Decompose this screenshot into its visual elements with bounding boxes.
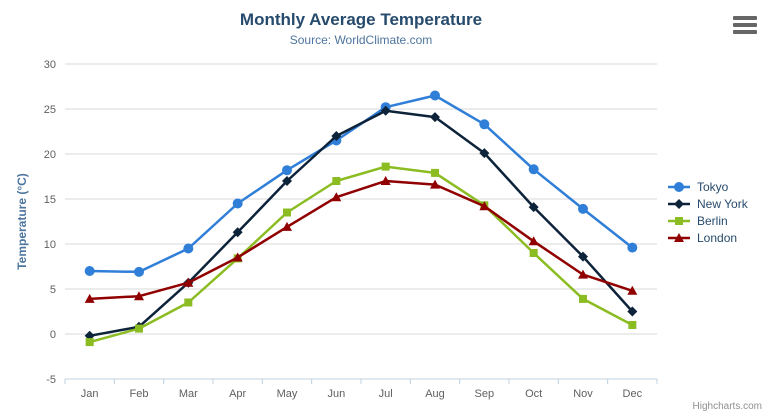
legend-item-london[interactable]: London (668, 230, 748, 245)
series-line-berlin (88, 165, 634, 344)
x-axis-tick-label: Dec (623, 388, 643, 400)
data-point-new-york[interactable] (430, 112, 440, 123)
x-axis-tick-label: Oct (525, 388, 542, 400)
data-point-london[interactable] (380, 176, 391, 185)
data-point-tokyo[interactable] (627, 242, 638, 253)
legend-label: Tokyo (697, 179, 729, 194)
legend-symbol-triangle-icon (668, 232, 690, 242)
series-london (84, 176, 638, 303)
legend-item-berlin[interactable]: Berlin (668, 213, 748, 228)
data-point-london[interactable] (578, 269, 588, 279)
data-point-london[interactable] (627, 285, 638, 295)
legend-label: London (697, 230, 738, 245)
x-axis-tick-label: May (277, 388, 298, 400)
data-point-tokyo[interactable] (430, 90, 440, 101)
chart-context-menu-button[interactable] (733, 16, 757, 34)
data-point-tokyo[interactable] (578, 203, 588, 214)
data-point-new-york[interactable] (282, 176, 292, 186)
data-point-tokyo[interactable] (528, 164, 539, 175)
data-point-new-york[interactable] (331, 131, 342, 141)
data-point-berlin[interactable] (283, 208, 291, 217)
legend-marker-berlin[interactable] (675, 216, 683, 225)
data-point-berlin[interactable] (529, 249, 538, 257)
data-point-tokyo[interactable] (479, 119, 490, 130)
data-point-london[interactable] (183, 277, 194, 287)
data-point-berlin[interactable] (332, 177, 341, 185)
data-point-berlin[interactable] (579, 294, 587, 303)
credits-link[interactable]: Highcharts.com (692, 401, 762, 412)
series-line-tokyo (88, 94, 634, 274)
data-point-berlin[interactable] (431, 168, 439, 177)
data-point-new-york[interactable] (578, 251, 588, 262)
data-point-tokyo[interactable] (282, 165, 292, 176)
series-line-new-york (88, 109, 634, 338)
x-axis-tick-label: Jan (81, 388, 99, 400)
data-point-tokyo[interactable] (134, 266, 144, 277)
legend-marker-tokyo[interactable] (674, 181, 684, 192)
y-axis-tick-label: 0 (50, 329, 56, 341)
data-point-tokyo[interactable] (183, 243, 194, 254)
legend: Tokyo New York Berlin London (668, 179, 748, 245)
legend-label: New York (697, 196, 748, 211)
hamburger-menu-icon (733, 23, 757, 27)
legend-symbol-circle-icon (668, 181, 690, 192)
x-axis-tick-label: Sep (475, 388, 495, 400)
legend-symbol-square-icon (668, 216, 690, 225)
x-axis-tick-label: Mar (179, 388, 198, 400)
series-new-york (84, 105, 638, 341)
data-point-new-york[interactable] (232, 227, 243, 238)
data-point-london[interactable] (479, 201, 490, 211)
legend-label: Berlin (697, 213, 728, 228)
data-point-berlin[interactable] (85, 338, 94, 347)
legend-symbol-diamond-icon (668, 198, 690, 209)
data-point-berlin[interactable] (135, 324, 143, 333)
data-point-new-york[interactable] (627, 306, 638, 317)
data-point-london[interactable] (134, 291, 144, 301)
x-axis-tick-label: Nov (573, 388, 593, 400)
data-point-london[interactable] (282, 221, 292, 231)
hamburger-menu-icon (733, 30, 757, 34)
x-axis-tick-label: Apr (229, 388, 246, 400)
data-point-berlin[interactable] (184, 298, 193, 307)
y-axis-title: Temperature (°C) (15, 173, 29, 270)
data-point-tokyo[interactable] (232, 198, 243, 209)
legend-marker-london[interactable] (674, 232, 684, 242)
y-axis-tick-label: -5 (46, 374, 56, 386)
y-axis-tick-label: 15 (44, 194, 56, 206)
series-tokyo (84, 90, 638, 277)
data-point-london[interactable] (528, 236, 539, 246)
data-point-new-york[interactable] (528, 202, 539, 213)
chart-title: Monthly Average Temperature (239, 10, 483, 29)
data-point-berlin[interactable] (628, 321, 637, 329)
data-point-berlin[interactable] (381, 162, 390, 171)
data-point-london[interactable] (84, 293, 95, 303)
legend-marker-new-york[interactable] (674, 198, 684, 209)
chart-subtitle: Source: WorldClimate.com (289, 33, 433, 47)
x-axis-tick-label: Feb (130, 388, 149, 400)
data-point-london[interactable] (331, 192, 342, 202)
y-axis-tick-label: 5 (50, 284, 56, 296)
series-line-london (88, 179, 634, 301)
legend-item-new-york[interactable]: New York (668, 196, 748, 211)
y-axis-tick-label: 20 (44, 149, 56, 161)
data-point-new-york[interactable] (479, 148, 490, 159)
hamburger-menu-icon (733, 16, 757, 20)
x-axis-tick-label: Jun (327, 388, 345, 400)
y-axis-tick-label: 25 (44, 104, 56, 116)
x-axis-tick-label: Aug (425, 388, 445, 400)
data-point-london[interactable] (232, 252, 243, 262)
y-axis-tick-label: 10 (44, 239, 56, 251)
x-axis-tick-label: Jul (379, 388, 393, 400)
legend-item-tokyo[interactable]: Tokyo (668, 179, 748, 194)
data-point-london[interactable] (430, 179, 440, 189)
y-axis-tick-label: 30 (44, 59, 56, 71)
data-point-tokyo[interactable] (84, 266, 95, 276)
data-point-new-york[interactable] (380, 105, 391, 116)
